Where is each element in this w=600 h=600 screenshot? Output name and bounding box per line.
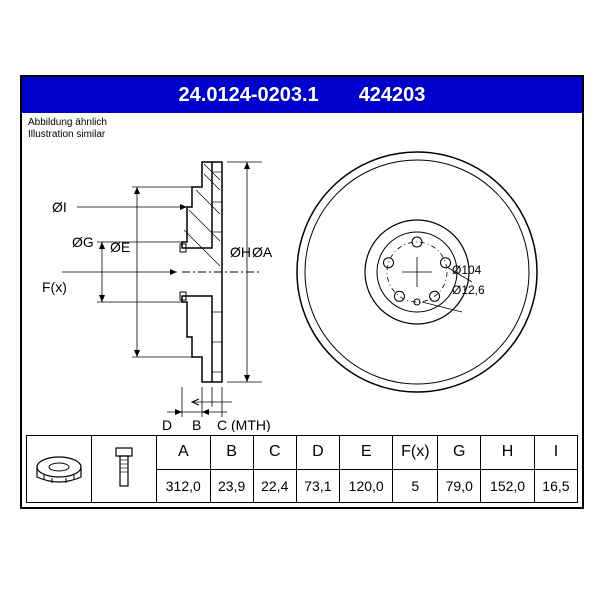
th-I: I — [534, 436, 577, 470]
label-126: Ø12,6 — [452, 283, 485, 297]
th-G: G — [438, 436, 481, 470]
spec-table: A B C D E F(x) G H I 312,0 23,9 22,4 73,… — [26, 435, 578, 503]
td-I: 16,5 — [534, 469, 577, 503]
page-container: 24.0124-0203.1 424203 Abbildung ähnlich … — [0, 0, 600, 600]
front-view: Ø104 Ø12,6 — [297, 152, 537, 392]
label-104: Ø104 — [452, 263, 482, 277]
label-d: D — [162, 417, 172, 432]
table-header-row: A B C D E F(x) G H I — [27, 436, 578, 470]
td-D: 73,1 — [296, 469, 339, 503]
drawing-svg: ØI ØG ØE — [22, 132, 582, 432]
td-G: 79,0 — [438, 469, 481, 503]
td-F: 5 — [393, 469, 438, 503]
icon-bolt — [92, 436, 157, 503]
label-oi: ØI — [52, 199, 67, 215]
th-E: E — [339, 436, 393, 470]
td-E: 120,0 — [339, 469, 393, 503]
label-oa: ØA — [252, 244, 273, 260]
td-C: 22,4 — [253, 469, 296, 503]
th-D: D — [296, 436, 339, 470]
label-b: B — [192, 417, 201, 432]
header-bar: 24.0124-0203.1 424203 — [22, 77, 582, 113]
part-number-2: 424203 — [359, 84, 426, 107]
td-H: 152,0 — [481, 469, 535, 503]
td-A: 312,0 — [157, 469, 211, 503]
label-c: C (MTH) — [217, 417, 271, 432]
label-og: ØG — [72, 234, 94, 250]
icon-disc-profile — [27, 436, 92, 503]
label-oh: ØH — [230, 244, 251, 260]
td-B: 23,9 — [210, 469, 253, 503]
th-A: A — [157, 436, 211, 470]
th-C: C — [253, 436, 296, 470]
diagram-frame: 24.0124-0203.1 424203 Abbildung ähnlich … — [20, 75, 584, 509]
technical-drawing: ØI ØG ØE — [22, 132, 582, 432]
th-F: F(x) — [393, 436, 438, 470]
part-number-1: 24.0124-0203.1 — [179, 84, 319, 107]
side-view: ØI ØG ØE — [42, 162, 273, 432]
label-oe: ØE — [110, 239, 130, 255]
label-fx: F(x) — [42, 279, 67, 295]
caption-line-1: Abbildung ähnlich — [28, 117, 107, 129]
th-H: H — [481, 436, 535, 470]
th-B: B — [210, 436, 253, 470]
